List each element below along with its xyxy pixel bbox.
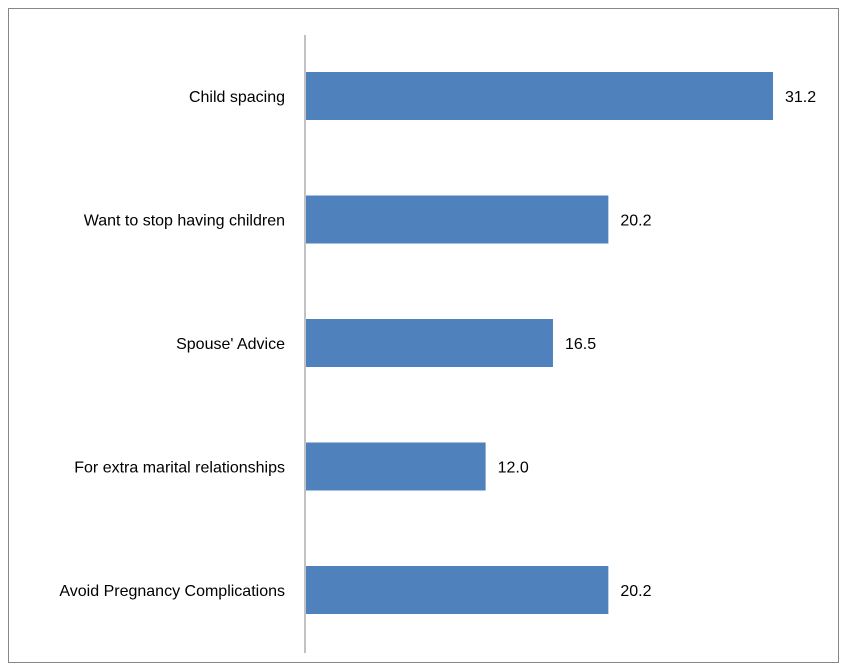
value-label-4: 20.2	[620, 583, 651, 600]
value-label-0: 31.2	[785, 89, 816, 106]
category-label-0: Child spacing	[189, 89, 285, 106]
bars-group	[306, 72, 773, 614]
bar-0	[306, 72, 773, 120]
bar-4	[306, 566, 609, 614]
category-labels: Child spacing Want to stop having childre…	[59, 89, 285, 600]
value-label-1: 20.2	[620, 213, 651, 230]
category-label-1: Want to stop having children	[84, 213, 285, 230]
category-label-3: For extra marital relationships	[74, 460, 285, 477]
bar-2	[306, 319, 553, 367]
category-label-4: Avoid Pregnancy Complications	[59, 583, 285, 600]
bar-1	[306, 195, 609, 244]
value-label-2: 16.5	[565, 336, 596, 353]
bar-3	[306, 442, 486, 491]
category-label-2: Spouse' Advice	[176, 336, 285, 353]
value-labels: 31.2 20.2 16.5 12.0 20.2	[498, 89, 817, 600]
value-label-3: 12.0	[498, 460, 529, 477]
